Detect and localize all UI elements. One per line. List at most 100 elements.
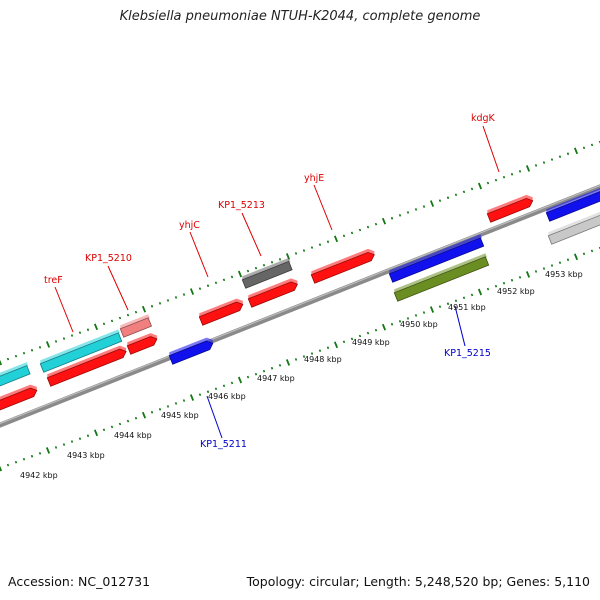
minor-tick: [126, 313, 130, 317]
gene-label-KP1_5211[interactable]: KP1_5211: [200, 439, 247, 450]
minor-tick: [558, 155, 562, 158]
minor-tick: [174, 402, 178, 405]
minor-tick: [350, 231, 354, 235]
minor-tick: [78, 437, 82, 440]
minor-tick: [550, 158, 554, 161]
genome-backbone: [0, 184, 600, 428]
minor-tick: [470, 293, 474, 297]
gene-red-left[interactable]: [0, 384, 38, 412]
minor-tick: [422, 205, 426, 208]
minor-tick: [398, 214, 402, 217]
gene-label-yhjE[interactable]: yhjE: [304, 173, 324, 184]
gene-KP1_5210[interactable]: [119, 314, 153, 338]
minor-tick: [302, 355, 306, 358]
minor-tick: [70, 440, 74, 443]
gene-KP1_5215[interactable]: [388, 234, 485, 283]
tick-label: 4951 kbp: [448, 303, 486, 312]
map-title: Klebsiella pneumoniae NTUH-K2044, comple…: [119, 9, 481, 24]
inner-tick-track: [0, 246, 600, 472]
minor-tick: [182, 293, 186, 296]
minor-tick: [390, 216, 394, 220]
minor-tick: [206, 284, 210, 288]
gene-label-yhjC[interactable]: yhjC: [179, 220, 200, 231]
minor-tick: [550, 264, 554, 267]
minor-tick: [566, 258, 570, 262]
minor-tick: [214, 387, 218, 391]
minor-tick: [358, 228, 362, 232]
minor-tick: [262, 369, 266, 373]
gene-edge-lightgray[interactable]: [547, 211, 600, 245]
minor-tick: [366, 331, 370, 335]
minor-tick: [510, 278, 514, 282]
minor-tick: [542, 267, 546, 270]
minor-tick: [502, 281, 506, 285]
gene-edge-blue[interactable]: [545, 187, 600, 222]
minor-tick: [110, 319, 114, 323]
minor-tick: [310, 352, 314, 355]
minor-tick: [182, 399, 186, 402]
minor-tick: [566, 152, 570, 156]
minor-tick: [390, 322, 394, 326]
gene-label-kdgK[interactable]: kdgK: [471, 113, 496, 124]
minor-tick: [158, 302, 162, 305]
minor-tick: [278, 364, 282, 367]
gene-label-KP1_5210[interactable]: KP1_5210: [85, 253, 132, 264]
minor-tick: [558, 261, 562, 264]
gene-treF[interactable]: [39, 329, 123, 373]
gene-KP1_5213[interactable]: [241, 257, 293, 289]
minor-tick: [446, 302, 450, 306]
leader-line-yhjE: [313, 184, 333, 231]
leader-line-KP1_5211: [206, 395, 223, 439]
minor-tick: [318, 243, 322, 246]
minor-tick: [462, 190, 466, 194]
gene-yhjE[interactable]: [310, 248, 375, 284]
minor-tick: [54, 340, 58, 343]
minor-tick: [22, 457, 26, 461]
gene-red-small[interactable]: [126, 333, 158, 355]
gene-olive-gene[interactable]: [393, 253, 490, 302]
minor-tick: [150, 410, 154, 414]
tick-label: 4943 kbp: [67, 451, 105, 460]
gene-red-long[interactable]: [46, 345, 127, 387]
gene-label-KP1_5213[interactable]: KP1_5213: [218, 200, 265, 211]
minor-tick: [494, 284, 498, 288]
minor-tick: [518, 170, 522, 173]
gene-label-treF[interactable]: treF: [44, 275, 63, 286]
minor-tick: [406, 317, 410, 320]
gene-KP1_5211[interactable]: [168, 337, 214, 365]
tick-label: 4944 kbp: [114, 431, 152, 440]
gene-red-mid[interactable]: [247, 278, 298, 308]
minor-tick: [174, 296, 178, 299]
major-tick: [333, 341, 339, 349]
gene-yhjC[interactable]: [198, 298, 244, 326]
gene-label-KP1_5215[interactable]: KP1_5215: [444, 348, 491, 359]
gene-kdgK[interactable]: [486, 194, 534, 223]
tick-label: 4952 kbp: [497, 287, 535, 296]
tick-label: 4945 kbp: [161, 411, 199, 420]
minor-tick: [38, 452, 42, 455]
major-tick: [477, 182, 483, 190]
major-tick: [573, 253, 579, 261]
accession-text: Accession: NC_012731: [8, 574, 151, 589]
minor-tick: [374, 328, 378, 332]
minor-tick: [110, 425, 114, 429]
minor-tick: [342, 340, 346, 344]
minor-tick: [246, 375, 250, 379]
minor-tick: [126, 419, 130, 423]
genome-backbone-highlight: [0, 184, 600, 425]
minor-tick: [470, 187, 474, 191]
major-tick: [45, 341, 51, 348]
minor-tick: [486, 287, 490, 291]
major-tick: [237, 376, 243, 384]
major-tick: [93, 323, 99, 331]
minor-tick: [134, 310, 138, 314]
major-tick: [429, 200, 435, 207]
tick-label: 4946 kbp: [208, 392, 246, 401]
major-tick: [285, 359, 291, 366]
minor-tick: [22, 351, 26, 355]
gene-edge-cyan[interactable]: [0, 362, 31, 387]
minor-tick: [406, 211, 410, 214]
tick-label: 4949 kbp: [352, 338, 390, 347]
minor-tick: [374, 222, 378, 226]
